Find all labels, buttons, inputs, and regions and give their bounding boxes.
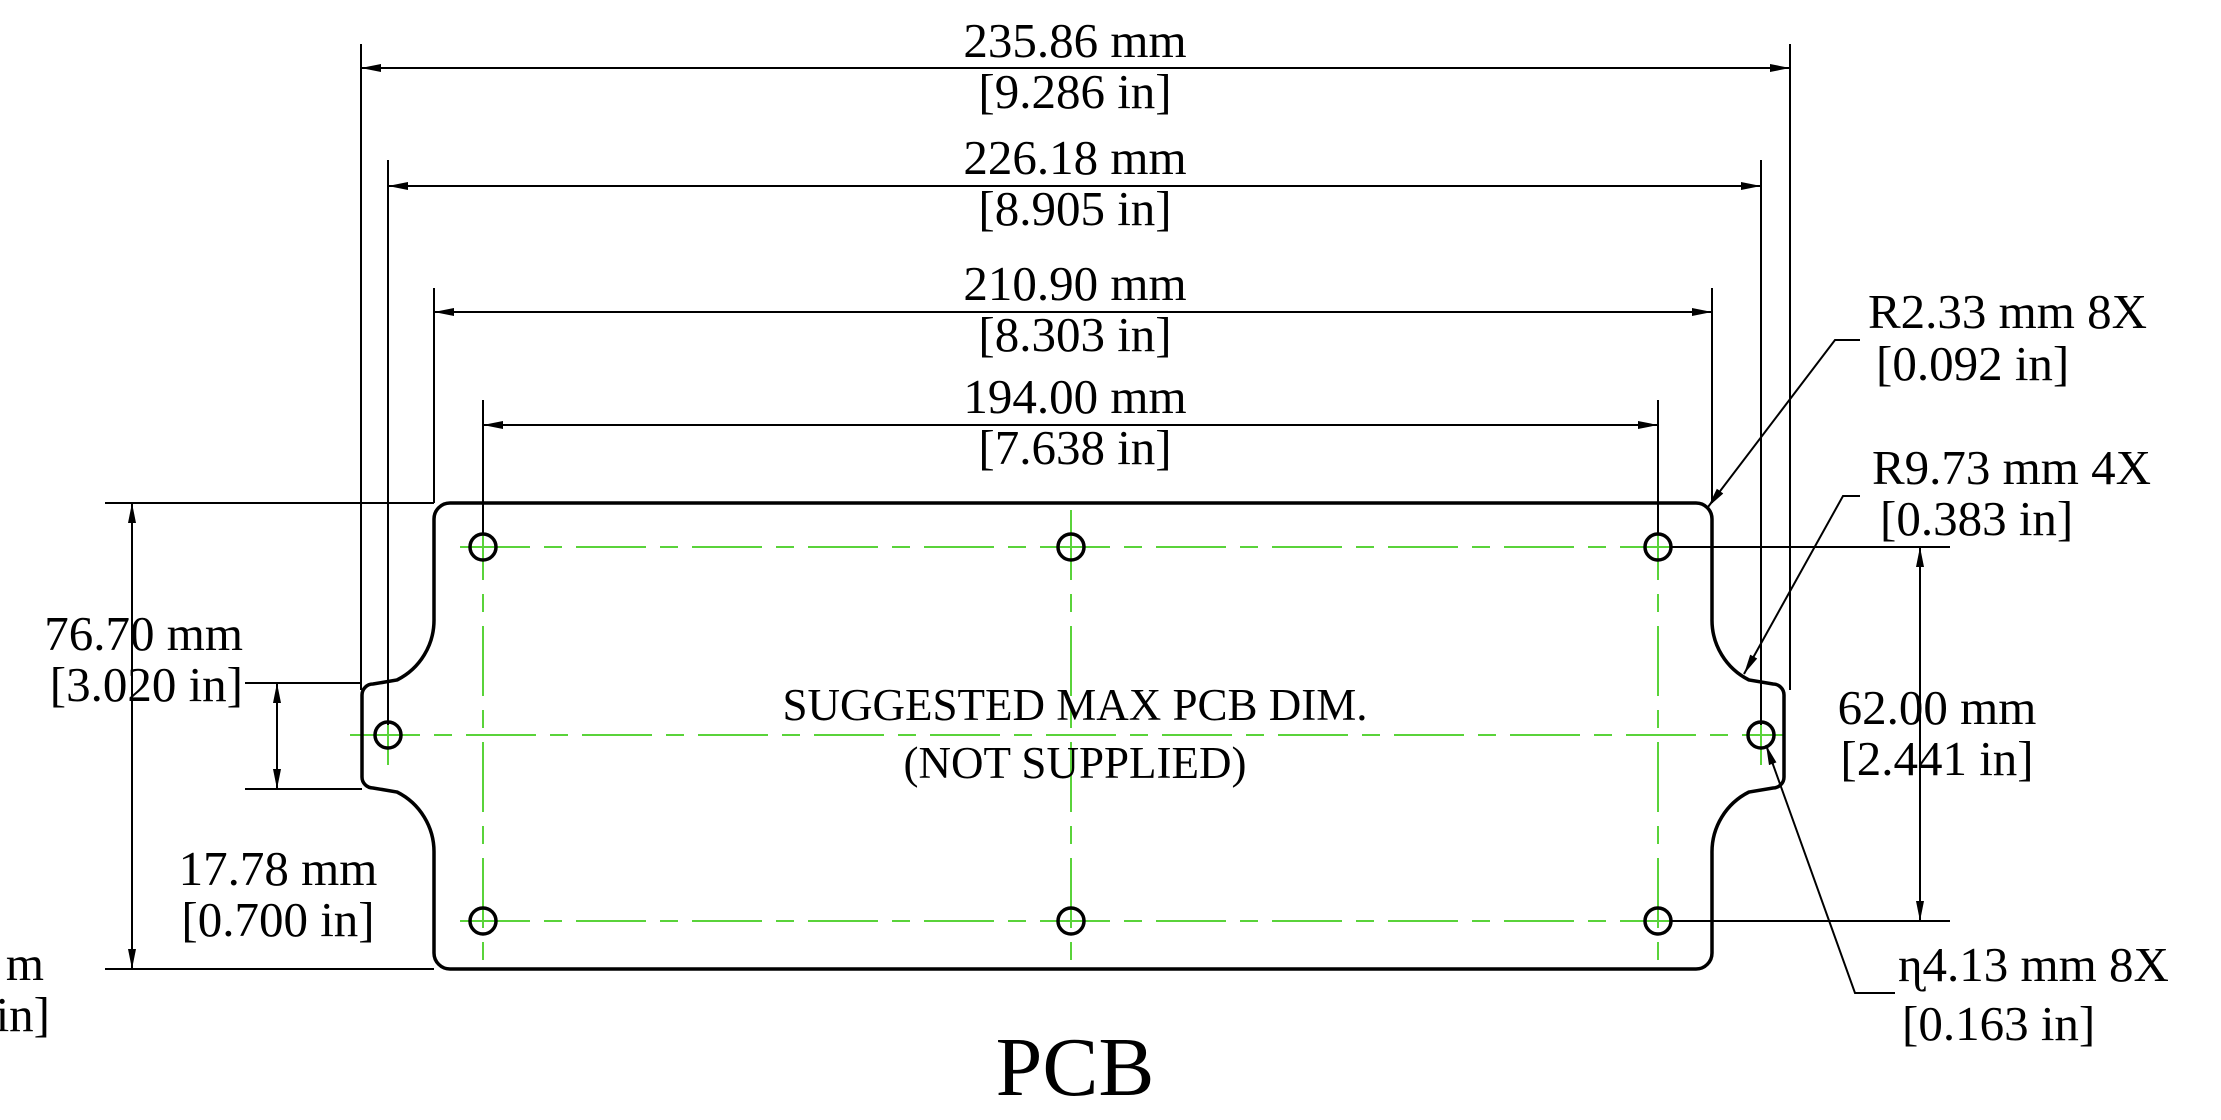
cut-off-dimension-mm: m [6,936,44,991]
dimension-labels: 235.86 mm [9.286 in] 226.18 mm [8.905 in… [0,13,2169,1051]
centerlines [350,510,1785,960]
tab-hole-spacing-mm: 226.18 mm [963,130,1186,185]
hole-spacing-in: [7.638 in] [978,420,1171,475]
notch-radius-in: [0.383 in] [1880,491,2073,546]
hole-vertical-spacing-mm: 62.00 mm [1838,680,2037,735]
pcb-outline [360,501,1786,971]
tab-hole-spacing-in: [8.905 in] [978,181,1171,236]
extension-lines [105,44,1950,970]
mounting-holes [373,532,1776,936]
body-width-mm: 210.90 mm [963,256,1186,311]
cut-off-dimension-in: in] [0,987,50,1042]
hole-diameter-in: [0.163 in] [1902,996,2095,1051]
corner-radius-in: [0.092 in] [1876,336,2069,391]
hole-bottom-left [468,906,498,936]
pcb-note-line2: (NOT SUPPLIED) [904,738,1247,788]
leader-lines [1707,339,1895,994]
tab-height-in: [0.700 in] [181,892,374,947]
hole-bottom-center [1056,906,1086,936]
hole-top-center [1056,532,1086,562]
overall-height-in: [3.020 in] [50,657,243,712]
overall-width-mm: 235.86 mm [963,13,1186,68]
body-width-in: [8.303 in] [978,307,1171,362]
overall-height-mm: 76.70 mm [44,606,243,661]
hole-spacing-mm: 194.00 mm [963,369,1186,424]
drawing-title: PCB [996,1021,1155,1114]
pcb-note-line1: SUGGESTED MAX PCB DIM. [782,680,1367,730]
corner-radius-mm: R2.33 mm 8X [1868,284,2147,339]
dimension-lines [128,64,1924,969]
overall-width-in: [9.286 in] [978,64,1171,119]
notch-radius-mm: R9.73 mm 4X [1872,440,2151,495]
hole-vertical-spacing-in: [2.441 in] [1840,731,2033,786]
tab-height-mm: 17.78 mm [179,841,378,896]
hole-diameter-mm: ɳ4.13 mm 8X [1898,937,2169,992]
hole-bottom-right [1643,906,1673,936]
